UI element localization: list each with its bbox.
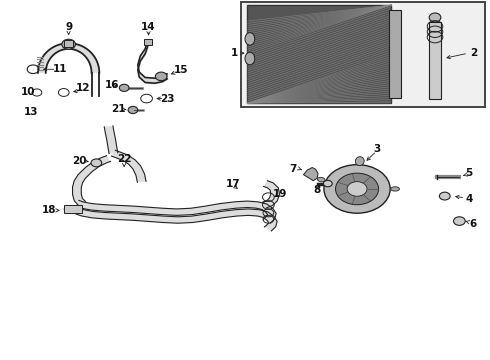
Bar — [241, 2, 485, 107]
Circle shape — [128, 107, 138, 113]
Polygon shape — [73, 156, 111, 205]
Circle shape — [323, 180, 332, 187]
Text: 9: 9 — [65, 22, 72, 32]
Bar — [64, 40, 74, 47]
Text: 13: 13 — [24, 107, 38, 117]
Text: 16: 16 — [105, 80, 120, 90]
Polygon shape — [112, 150, 146, 182]
Circle shape — [347, 182, 367, 196]
Text: 22: 22 — [117, 154, 131, 164]
Circle shape — [73, 206, 81, 212]
Ellipse shape — [429, 13, 441, 22]
Text: 12: 12 — [76, 83, 91, 93]
Text: 21: 21 — [111, 104, 125, 114]
Text: 8: 8 — [314, 185, 321, 195]
Text: 19: 19 — [273, 189, 287, 199]
Ellipse shape — [391, 187, 399, 191]
Circle shape — [454, 217, 465, 225]
Text: 23: 23 — [160, 94, 174, 104]
Text: 15: 15 — [173, 65, 188, 75]
Circle shape — [155, 72, 167, 81]
Circle shape — [62, 39, 75, 49]
Bar — [389, 10, 401, 98]
Polygon shape — [76, 208, 277, 231]
Polygon shape — [263, 181, 280, 208]
Bar — [64, 205, 82, 213]
Circle shape — [91, 159, 102, 167]
Polygon shape — [38, 43, 99, 73]
Bar — [247, 5, 391, 103]
Text: 5: 5 — [466, 168, 473, 178]
Ellipse shape — [318, 177, 325, 182]
Bar — [144, 39, 152, 45]
Bar — [429, 22, 441, 99]
Polygon shape — [75, 201, 276, 223]
Text: 2: 2 — [470, 48, 478, 58]
Ellipse shape — [245, 33, 255, 45]
Circle shape — [440, 192, 450, 200]
Polygon shape — [303, 167, 318, 181]
Circle shape — [119, 84, 129, 91]
Text: 10: 10 — [21, 87, 35, 98]
Text: 11: 11 — [52, 64, 67, 74]
Text: 18: 18 — [42, 205, 56, 215]
Text: 4: 4 — [466, 194, 473, 203]
Text: 17: 17 — [225, 179, 240, 189]
Circle shape — [336, 173, 379, 205]
Text: 3: 3 — [373, 144, 380, 154]
Circle shape — [324, 165, 390, 213]
Polygon shape — [104, 126, 118, 154]
Text: 7: 7 — [289, 163, 296, 174]
Ellipse shape — [355, 157, 364, 166]
Text: 1: 1 — [231, 48, 238, 58]
Text: 20: 20 — [72, 156, 87, 166]
Ellipse shape — [245, 52, 255, 65]
Text: 14: 14 — [141, 22, 156, 32]
Text: 6: 6 — [469, 219, 477, 229]
Circle shape — [64, 206, 73, 212]
